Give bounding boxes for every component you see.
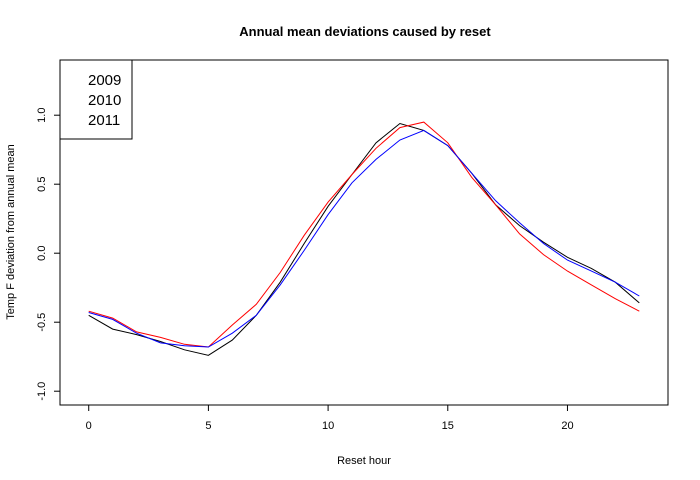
y-axis-label: Temp F deviation from annual mean: [5, 144, 17, 319]
x-tick-label: 15: [442, 420, 454, 432]
x-tick-label: 10: [322, 420, 334, 432]
y-tick-label: -0.5: [36, 313, 48, 332]
x-tick-label: 5: [205, 420, 211, 432]
y-axis: -1.0 -0.5 0.0 0.5 1.0: [36, 108, 60, 401]
y-tick-label: 0.0: [36, 246, 48, 261]
series-line-2011: [88, 129, 640, 348]
x-tick-label: 20: [561, 420, 573, 432]
x-tick-label: 0: [86, 420, 92, 432]
legend-entry-2011: 2011: [88, 112, 120, 129]
legend: 2009 2010 2011: [59, 59, 133, 140]
y-tick-label: 0.5: [36, 177, 48, 192]
series-line-2010: [88, 121, 640, 348]
x-axis: 0 5 10 15 20: [86, 405, 574, 432]
y-tick-label: -1.0: [36, 382, 48, 401]
chart-title: Annual mean deviations caused by reset: [239, 24, 491, 39]
series-lines: [88, 121, 640, 356]
series-line-2009: [88, 122, 640, 356]
legend-entry-2009: 2009: [88, 72, 121, 89]
legend-box: [59, 59, 133, 140]
x-axis-label: Reset hour: [337, 455, 391, 467]
legend-entry-2010: 2010: [88, 92, 121, 109]
plot-frame: [59, 59, 669, 406]
y-tick-label: 1.0: [36, 108, 48, 123]
